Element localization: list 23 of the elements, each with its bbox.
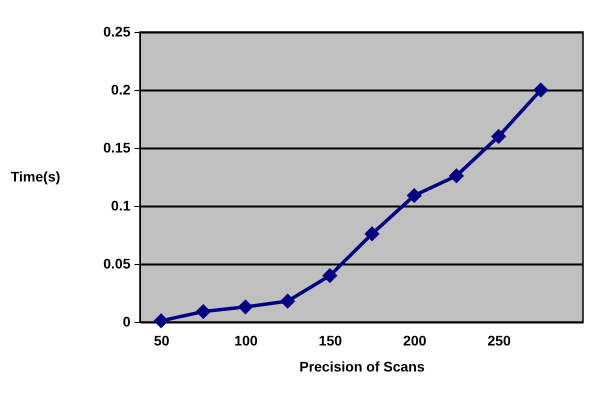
point (448, 168, 464, 184)
point (154, 313, 169, 328)
y-tick-label: 0.25 (103, 24, 131, 40)
y-tick-label: 0.2 (111, 82, 131, 98)
point (491, 128, 506, 144)
point (196, 304, 211, 320)
y-tick-label: 0 (122, 314, 131, 330)
point (238, 299, 254, 315)
y-axis-title: Time(s) (10, 168, 60, 184)
point (280, 294, 296, 309)
x-tick-label: 100 (234, 332, 258, 348)
x-tick-label: 150 (318, 332, 342, 348)
y-tick-label: 0.1 (111, 198, 131, 214)
point (406, 188, 422, 204)
y-tick-label: 0.05 (103, 256, 131, 272)
x-tick-label: 250 (487, 332, 512, 348)
point (364, 226, 380, 242)
x-tick-label: 50 (154, 332, 170, 348)
y-tick-label: 0.15 (103, 140, 131, 156)
point (533, 82, 548, 98)
x-tick-label: 200 (403, 332, 427, 348)
x-axis-title: Precision of Scans (299, 358, 425, 374)
point (322, 268, 338, 284)
